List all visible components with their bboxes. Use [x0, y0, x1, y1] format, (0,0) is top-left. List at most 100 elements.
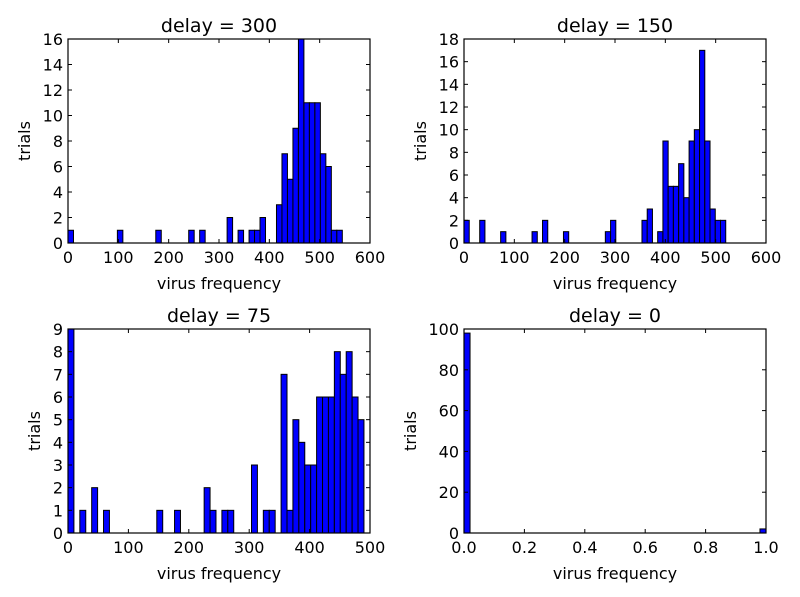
x-tick-label: 0.6 [632, 538, 657, 557]
histogram-bar [351, 396, 359, 534]
x-tick-label: 1.0 [753, 538, 778, 557]
y-tick-label: 8 [449, 143, 459, 162]
histogram-bar [463, 332, 471, 534]
x-tick-label: 200 [549, 248, 580, 267]
histogram-bar [259, 217, 267, 244]
histogram-bar [310, 464, 318, 534]
y-tick-label: 10 [43, 107, 63, 126]
histogram-bar [641, 219, 648, 244]
x-axis-label: virus frequency [553, 274, 677, 293]
x-tick-label: 0 [63, 248, 73, 267]
y-tick-label: 8 [53, 343, 63, 362]
histogram-bar [227, 509, 235, 534]
x-tick-label: 100 [103, 248, 134, 267]
y-tick-label: 2 [53, 479, 63, 498]
histogram-bar [688, 140, 695, 244]
y-tick-label: 6 [449, 166, 459, 185]
x-tick-label: 400 [294, 538, 325, 557]
x-tick-label: 0.2 [512, 538, 537, 557]
histogram-bar [188, 229, 195, 244]
y-tick-label: 2 [53, 209, 63, 228]
subplot-title: delay = 0 [569, 305, 661, 327]
y-tick-label: 0 [449, 234, 459, 253]
histogram-bar [531, 231, 538, 244]
histogram-bar [667, 185, 674, 244]
histogram-bar [693, 129, 701, 244]
histogram-bar [683, 197, 690, 244]
subplot-delay-300: 0 100 200 300 400 500 600 0 2 4 6 8 10 12 14 16 delay = … [15, 15, 385, 293]
y-axis-label: trials [411, 121, 430, 161]
y-tick-label: 5 [53, 411, 63, 430]
histogram-bar [237, 229, 245, 244]
histogram-bar [254, 229, 261, 244]
axes-frame [67, 328, 371, 534]
y-tick-label: 60 [439, 402, 459, 421]
x-tick-label: 0 [459, 248, 469, 267]
histogram-bar [298, 441, 306, 534]
histogram-bar [67, 328, 75, 534]
histogram-bar [79, 509, 87, 534]
histogram-bar [330, 229, 338, 244]
x-tick-label: 500 [355, 538, 386, 557]
y-tick-label: 6 [53, 388, 63, 407]
x-tick-label: 0.4 [572, 538, 597, 557]
histogram-bar [709, 208, 716, 244]
y-tick-label: 14 [439, 75, 459, 94]
histogram-bar [339, 373, 347, 534]
histogram-bar [155, 229, 162, 244]
x-tick-label: 500 [700, 248, 731, 267]
y-tick-label: 80 [439, 361, 459, 380]
histogram-bar [463, 219, 470, 244]
x-tick-label: 100 [499, 248, 530, 267]
histogram-bar [280, 373, 288, 534]
subplot-delay-150: 0 100 200 300 400 500 600024681012141618delay … [411, 15, 781, 293]
x-tick-label: 0.0 [451, 538, 476, 557]
histogram-bar [248, 229, 256, 244]
subplot-title: delay = 75 [167, 305, 271, 327]
x-tick-label: 300 [234, 538, 265, 557]
x-tick-label: 200 [153, 248, 184, 267]
x-tick-label: 600 [751, 248, 782, 267]
x-axis-label: virus frequency [157, 564, 281, 583]
x-tick-label: 400 [254, 248, 285, 267]
y-tick-label: 12 [43, 81, 63, 100]
y-tick-label: 4 [449, 189, 459, 208]
y-axis-label: trials [25, 411, 44, 451]
y-tick-label: 18 [439, 30, 459, 49]
x-tick-label: 600 [355, 248, 386, 267]
histogram-bar [268, 509, 276, 534]
y-tick-label: 100 [428, 320, 459, 339]
y-tick-label: 4 [53, 183, 63, 202]
histogram-bar [221, 509, 229, 534]
y-tick-label: 16 [439, 53, 459, 72]
x-tick-label: 200 [174, 538, 205, 557]
x-tick-label: 100 [113, 538, 144, 557]
histogram-bar [662, 140, 669, 244]
subplot-title: delay = 150 [557, 15, 673, 37]
y-tick-label: 0 [53, 524, 63, 543]
y-tick-label: 20 [439, 483, 459, 502]
histogram-bar [678, 163, 685, 244]
histogram-bar [67, 229, 74, 244]
y-axis-label: trials [15, 121, 34, 161]
x-axis-label: virus frequency [157, 274, 281, 293]
x-tick-label: 300 [204, 248, 235, 267]
y-tick-label: 12 [439, 98, 459, 117]
histogram-bar [314, 102, 321, 244]
histogram-bar [308, 102, 316, 244]
histogram-bar [672, 185, 680, 244]
y-tick-label: 7 [53, 365, 63, 384]
histogram-bar [657, 231, 664, 244]
y-tick-label: 6 [53, 158, 63, 177]
histogram-bar [286, 178, 294, 244]
histogram-bar [91, 487, 99, 534]
histogram-bar [262, 509, 270, 534]
y-tick-label: 1 [53, 501, 63, 520]
histogram-bar [336, 229, 343, 244]
histogram-bar [699, 49, 706, 244]
x-tick-label: 0.8 [693, 538, 718, 557]
histogram-bar [209, 509, 217, 534]
histogram-bar [319, 153, 327, 244]
